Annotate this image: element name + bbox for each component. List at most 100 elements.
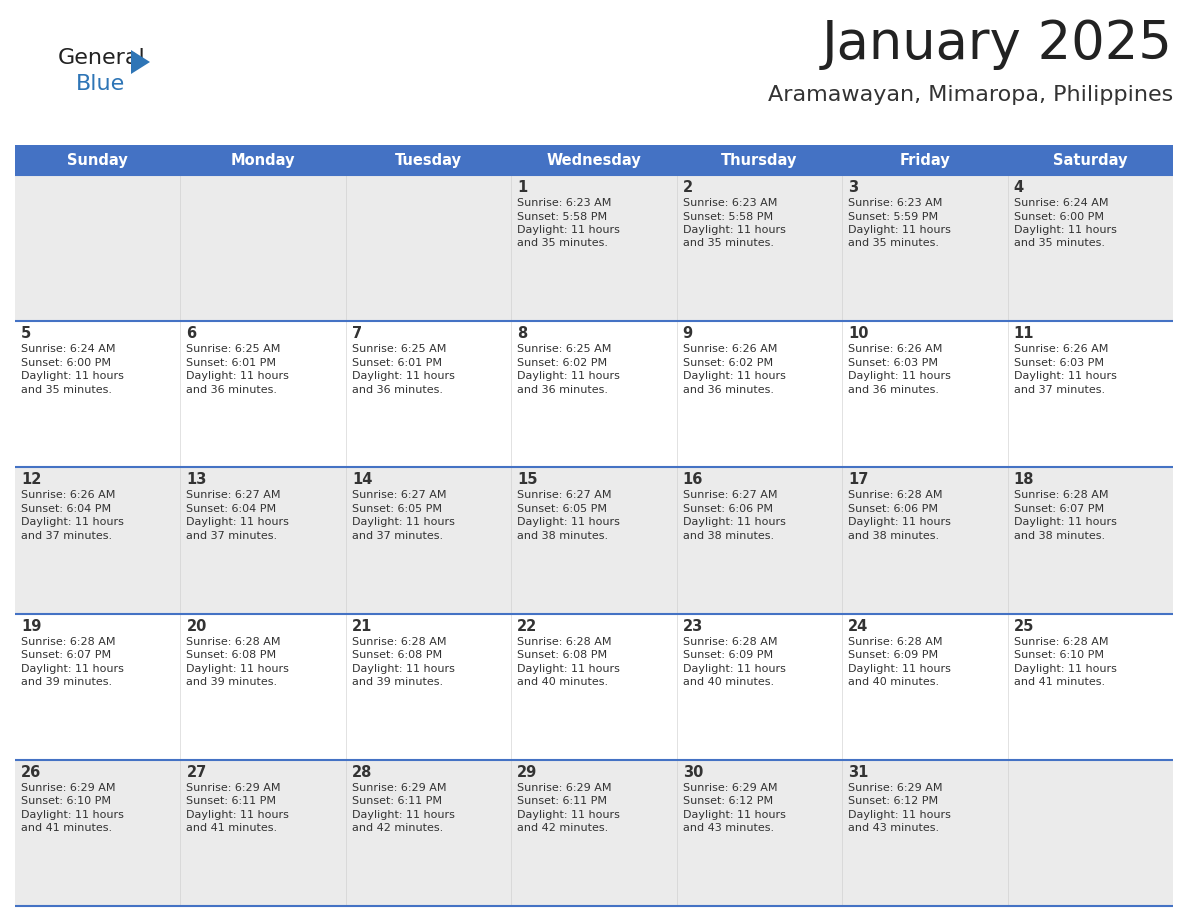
Text: Wednesday: Wednesday <box>546 152 642 167</box>
Text: Daylight: 11 hours: Daylight: 11 hours <box>848 225 952 235</box>
Text: and 39 minutes.: and 39 minutes. <box>187 677 278 687</box>
Text: Sunrise: 6:28 AM: Sunrise: 6:28 AM <box>848 490 942 500</box>
Text: and 39 minutes.: and 39 minutes. <box>21 677 112 687</box>
Bar <box>15 760 181 906</box>
Text: Sunrise: 6:28 AM: Sunrise: 6:28 AM <box>187 636 280 646</box>
Text: Sunset: 6:05 PM: Sunset: 6:05 PM <box>517 504 607 514</box>
Text: 22: 22 <box>517 619 537 633</box>
Text: 8: 8 <box>517 326 527 341</box>
Text: Daylight: 11 hours: Daylight: 11 hours <box>517 518 620 528</box>
Text: Daylight: 11 hours: Daylight: 11 hours <box>683 518 785 528</box>
Text: and 38 minutes.: and 38 minutes. <box>517 531 608 541</box>
Text: Daylight: 11 hours: Daylight: 11 hours <box>848 371 952 381</box>
Text: 15: 15 <box>517 473 538 487</box>
Text: 7: 7 <box>352 326 362 341</box>
Text: and 37 minutes.: and 37 minutes. <box>352 531 443 541</box>
Text: Sunset: 6:07 PM: Sunset: 6:07 PM <box>1013 504 1104 514</box>
Text: Daylight: 11 hours: Daylight: 11 hours <box>1013 518 1117 528</box>
Text: and 37 minutes.: and 37 minutes. <box>187 531 278 541</box>
Text: 18: 18 <box>1013 473 1034 487</box>
Bar <box>511 613 677 760</box>
Text: Sunrise: 6:23 AM: Sunrise: 6:23 AM <box>517 198 612 208</box>
Text: Sunset: 6:01 PM: Sunset: 6:01 PM <box>187 358 277 368</box>
Text: and 35 minutes.: and 35 minutes. <box>1013 239 1105 249</box>
Bar <box>842 175 1007 321</box>
Bar <box>1007 613 1173 760</box>
Bar <box>15 467 181 613</box>
Text: Sunrise: 6:29 AM: Sunrise: 6:29 AM <box>187 783 280 793</box>
Bar <box>677 145 842 175</box>
Text: Tuesday: Tuesday <box>396 152 462 167</box>
Text: and 38 minutes.: and 38 minutes. <box>1013 531 1105 541</box>
Text: Sunrise: 6:25 AM: Sunrise: 6:25 AM <box>187 344 280 354</box>
Text: 29: 29 <box>517 765 537 779</box>
Text: Sunrise: 6:23 AM: Sunrise: 6:23 AM <box>683 198 777 208</box>
Text: Sunrise: 6:28 AM: Sunrise: 6:28 AM <box>517 636 612 646</box>
Text: Sunset: 6:08 PM: Sunset: 6:08 PM <box>187 650 277 660</box>
Text: Sunset: 5:58 PM: Sunset: 5:58 PM <box>683 211 773 221</box>
Text: 14: 14 <box>352 473 372 487</box>
Text: Sunrise: 6:26 AM: Sunrise: 6:26 AM <box>1013 344 1108 354</box>
Text: Daylight: 11 hours: Daylight: 11 hours <box>1013 225 1117 235</box>
Text: Sunset: 6:09 PM: Sunset: 6:09 PM <box>848 650 939 660</box>
Text: and 38 minutes.: and 38 minutes. <box>848 531 940 541</box>
Text: Sunset: 6:08 PM: Sunset: 6:08 PM <box>517 650 607 660</box>
Text: Daylight: 11 hours: Daylight: 11 hours <box>21 518 124 528</box>
Text: Daylight: 11 hours: Daylight: 11 hours <box>352 664 455 674</box>
Bar <box>1007 175 1173 321</box>
Text: Sunset: 6:04 PM: Sunset: 6:04 PM <box>187 504 277 514</box>
Text: and 35 minutes.: and 35 minutes. <box>683 239 773 249</box>
Bar <box>181 321 346 467</box>
Text: Sunset: 6:05 PM: Sunset: 6:05 PM <box>352 504 442 514</box>
Text: and 39 minutes.: and 39 minutes. <box>352 677 443 687</box>
Bar <box>346 321 511 467</box>
Text: Sunrise: 6:28 AM: Sunrise: 6:28 AM <box>1013 636 1108 646</box>
Text: and 38 minutes.: and 38 minutes. <box>683 531 773 541</box>
Text: and 36 minutes.: and 36 minutes. <box>848 385 940 395</box>
Text: Sunset: 6:10 PM: Sunset: 6:10 PM <box>1013 650 1104 660</box>
Text: Sunrise: 6:25 AM: Sunrise: 6:25 AM <box>517 344 612 354</box>
Text: Sunrise: 6:29 AM: Sunrise: 6:29 AM <box>848 783 942 793</box>
Text: 28: 28 <box>352 765 372 779</box>
Text: 17: 17 <box>848 473 868 487</box>
Text: and 36 minutes.: and 36 minutes. <box>683 385 773 395</box>
Text: 1: 1 <box>517 180 527 195</box>
Bar <box>511 321 677 467</box>
Text: Sunset: 6:00 PM: Sunset: 6:00 PM <box>1013 211 1104 221</box>
Bar <box>1007 760 1173 906</box>
Text: Sunset: 6:12 PM: Sunset: 6:12 PM <box>848 796 939 806</box>
Text: 30: 30 <box>683 765 703 779</box>
Text: 31: 31 <box>848 765 868 779</box>
Text: 13: 13 <box>187 473 207 487</box>
Text: Sunrise: 6:29 AM: Sunrise: 6:29 AM <box>21 783 115 793</box>
Text: Sunrise: 6:28 AM: Sunrise: 6:28 AM <box>352 636 447 646</box>
Bar <box>346 467 511 613</box>
Text: Sunset: 6:07 PM: Sunset: 6:07 PM <box>21 650 112 660</box>
Text: and 35 minutes.: and 35 minutes. <box>517 239 608 249</box>
Text: and 37 minutes.: and 37 minutes. <box>21 531 112 541</box>
Text: and 43 minutes.: and 43 minutes. <box>848 823 940 834</box>
Text: Daylight: 11 hours: Daylight: 11 hours <box>352 371 455 381</box>
Text: Sunset: 6:03 PM: Sunset: 6:03 PM <box>1013 358 1104 368</box>
Bar <box>181 145 346 175</box>
Text: General: General <box>58 48 146 68</box>
Text: Sunrise: 6:28 AM: Sunrise: 6:28 AM <box>1013 490 1108 500</box>
Bar <box>181 175 346 321</box>
Bar <box>181 467 346 613</box>
Text: Sunset: 6:06 PM: Sunset: 6:06 PM <box>683 504 772 514</box>
Text: 23: 23 <box>683 619 703 633</box>
Text: Sunset: 6:02 PM: Sunset: 6:02 PM <box>683 358 773 368</box>
Bar <box>511 175 677 321</box>
Bar <box>842 321 1007 467</box>
Text: 5: 5 <box>21 326 31 341</box>
Text: Daylight: 11 hours: Daylight: 11 hours <box>1013 664 1117 674</box>
Text: and 41 minutes.: and 41 minutes. <box>187 823 278 834</box>
Text: Sunrise: 6:24 AM: Sunrise: 6:24 AM <box>1013 198 1108 208</box>
Text: Monday: Monday <box>230 152 296 167</box>
Bar <box>677 613 842 760</box>
Text: 10: 10 <box>848 326 868 341</box>
Bar <box>511 145 677 175</box>
Text: 26: 26 <box>21 765 42 779</box>
Bar <box>842 467 1007 613</box>
Text: Daylight: 11 hours: Daylight: 11 hours <box>352 518 455 528</box>
